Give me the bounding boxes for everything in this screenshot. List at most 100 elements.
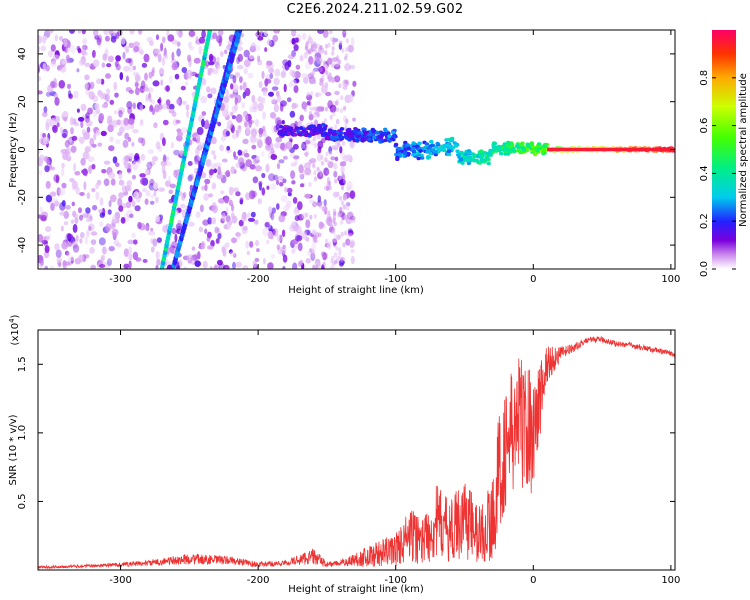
- noise-speck: [161, 36, 166, 44]
- noise-speck: [334, 178, 338, 184]
- noise-speck: [154, 48, 161, 54]
- noise-speck: [54, 243, 60, 251]
- noise-speck: [224, 242, 230, 248]
- noise-speck: [248, 55, 255, 60]
- noise-speck: [120, 36, 126, 45]
- noise-speck: [187, 161, 193, 166]
- tone-mark: [442, 148, 447, 153]
- noise-speck: [150, 238, 154, 244]
- noise-speck: [62, 132, 67, 139]
- noise-speck: [304, 152, 308, 158]
- noise-speck: [293, 44, 299, 52]
- noise-speck: [52, 54, 60, 61]
- noise-speck: [135, 80, 139, 89]
- noise-speck: [270, 154, 278, 160]
- noise-speck: [274, 142, 281, 149]
- noise-speck: [97, 90, 104, 97]
- noise-speck: [80, 103, 87, 112]
- noise-speck: [313, 176, 318, 182]
- y-tick-label: 0.5: [17, 493, 28, 509]
- tone-mark: [402, 152, 408, 156]
- noise-speck: [350, 215, 356, 221]
- noise-speck: [171, 227, 177, 235]
- noise-speck: [42, 136, 50, 145]
- tone-mark: [339, 131, 344, 135]
- noise-speck: [268, 173, 275, 182]
- noise-speck: [117, 30, 123, 37]
- noise-speck: [257, 198, 262, 205]
- noise-speck: [155, 34, 160, 41]
- tone-mark: [406, 146, 411, 151]
- noise-speck: [79, 136, 85, 144]
- noise-speck: [94, 103, 100, 110]
- noise-speck: [294, 120, 298, 128]
- noise-speck: [304, 140, 311, 145]
- noise-speck: [279, 142, 285, 151]
- tone-mark: [299, 126, 304, 130]
- noise-speck: [231, 237, 237, 244]
- noise-speck: [214, 226, 219, 234]
- noise-speck: [142, 188, 148, 193]
- tone-mark: [492, 141, 498, 146]
- noise-speck: [340, 95, 344, 101]
- noise-speck: [305, 136, 310, 145]
- noise-speck: [255, 155, 260, 161]
- noise-speck: [198, 36, 206, 44]
- noise-speck: [45, 64, 50, 72]
- noise-speck: [64, 140, 70, 148]
- noise-speck: [55, 249, 62, 258]
- noise-speck: [85, 82, 89, 90]
- noise-speck: [137, 221, 142, 230]
- spectrogram-ylabel: Frequency (Hz): [8, 112, 19, 188]
- noise-speck: [322, 30, 329, 38]
- noise-speck: [131, 200, 136, 208]
- noise-speck: [201, 185, 206, 191]
- noise-speck: [349, 140, 355, 149]
- noise-speck: [317, 140, 324, 149]
- tone-mark: [435, 141, 440, 146]
- noise-speck: [219, 144, 225, 152]
- noise-speck: [38, 170, 43, 175]
- noise-speck: [348, 93, 354, 103]
- noise-speck: [330, 224, 334, 230]
- noise-speck: [306, 101, 310, 106]
- noise-speck: [253, 219, 259, 225]
- noise-speck: [70, 219, 75, 224]
- noise-speck: [275, 123, 280, 131]
- noise-speck: [345, 62, 350, 70]
- noise-speck: [114, 110, 118, 115]
- noise-speck: [217, 121, 222, 127]
- tone-mark: [497, 145, 502, 150]
- colorbar-tick-label: 0.8: [699, 70, 710, 86]
- noise-speck: [179, 203, 186, 209]
- noise-speck: [308, 56, 314, 65]
- noise-speck: [159, 67, 165, 75]
- tone-mark: [424, 142, 430, 146]
- noise-speck: [58, 80, 66, 89]
- noise-speck: [262, 111, 266, 120]
- noise-speck: [138, 30, 143, 35]
- noise-speck: [249, 45, 256, 53]
- snr-panel: -300 -200 -100 0 100 0.5 1.0 1.5 Height of stra…: [8, 314, 680, 595]
- noise-speck: [60, 126, 63, 134]
- noise-speck: [108, 200, 112, 208]
- noise-speck: [58, 262, 62, 268]
- noise-speck: [230, 212, 235, 219]
- noise-speck: [102, 53, 108, 61]
- noise-speck: [155, 196, 159, 203]
- noise-speck: [276, 244, 280, 251]
- noise-speck: [211, 205, 218, 214]
- noise-speck: [229, 251, 236, 257]
- noise-speck: [225, 170, 230, 178]
- noise-speck: [100, 78, 105, 85]
- noise-speck: [57, 64, 64, 70]
- tone-mark: [325, 134, 330, 139]
- noise-speck: [107, 124, 114, 133]
- noise-speck: [207, 93, 213, 99]
- noise-speck: [238, 125, 242, 134]
- noise-speck: [142, 258, 148, 263]
- noise-speck: [320, 221, 324, 227]
- tone-mark: [383, 138, 388, 143]
- noise-speck: [108, 30, 114, 36]
- noise-speck: [326, 159, 330, 165]
